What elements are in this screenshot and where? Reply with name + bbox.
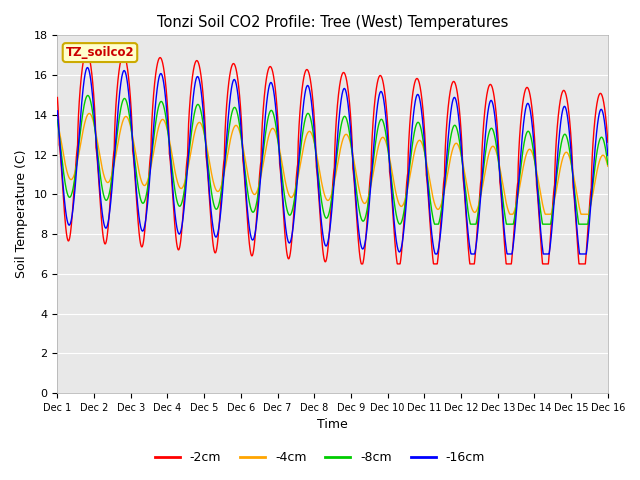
Text: TZ_soilco2: TZ_soilco2 xyxy=(66,46,134,59)
Title: Tonzi Soil CO2 Profile: Tree (West) Temperatures: Tonzi Soil CO2 Profile: Tree (West) Temp… xyxy=(157,15,508,30)
Y-axis label: Soil Temperature (C): Soil Temperature (C) xyxy=(15,150,28,278)
Legend: -2cm, -4cm, -8cm, -16cm: -2cm, -4cm, -8cm, -16cm xyxy=(150,446,490,469)
X-axis label: Time: Time xyxy=(317,419,348,432)
